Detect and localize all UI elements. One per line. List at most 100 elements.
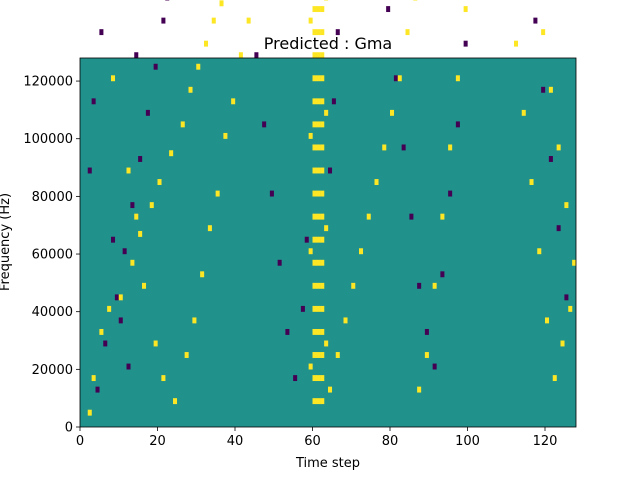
heatmap-cell-high [316, 52, 321, 59]
heatmap-cell-low [153, 63, 158, 70]
heatmap-cell-low [161, 17, 166, 24]
heatmap-cell-high [320, 121, 325, 128]
heatmap-cell-high [374, 179, 379, 185]
x-axis-label: Time step [295, 456, 360, 471]
heatmap-cell-high [312, 98, 317, 105]
heatmap-cell-high [215, 190, 220, 197]
heatmap-cell-low [304, 236, 309, 243]
heatmap-cell-high [153, 340, 158, 347]
heatmap-cell-high [211, 17, 216, 24]
heatmap-cell-high [149, 202, 154, 209]
y-tick-label: 120000 [23, 75, 73, 90]
heatmap-cell-low [533, 17, 538, 24]
heatmap-cell-low [103, 340, 108, 347]
heatmap-cell-high [312, 6, 317, 13]
heatmap-cell-high [316, 167, 321, 174]
heatmap-cell-high [320, 144, 325, 151]
y-tick-label: 100000 [23, 132, 73, 147]
heatmap-cell-high [432, 282, 437, 289]
plot-frame [79, 57, 577, 428]
heatmap-cell-high [312, 328, 317, 335]
heatmap-background [80, 58, 576, 427]
heatmap-cell-high [320, 398, 325, 405]
heatmap-cell-high [556, 144, 561, 151]
heatmap-cell-high [219, 0, 224, 7]
x-tick-label: 60 [304, 434, 321, 449]
y-tick-label: 80000 [32, 190, 73, 205]
heatmap-cell-low [130, 202, 135, 209]
heatmap-cell-high [320, 190, 325, 197]
heatmap-cell-high [316, 282, 321, 289]
heatmap-cell-high [312, 144, 317, 151]
heatmap-cell-high [541, 29, 546, 36]
heatmap-cell-low [165, 0, 170, 1]
heatmap-cell-high [324, 225, 329, 232]
heatmap-cell-high [448, 144, 453, 151]
heatmap-cell-low [386, 6, 391, 13]
heatmap-cell-low [269, 190, 274, 197]
y-axis: 0 20000 40000 60000 80000 100000 120000 [23, 75, 80, 436]
heatmap-cell-low [254, 52, 259, 59]
heatmap-cell-low [548, 156, 553, 162]
heatmap-cell-high [413, 0, 418, 1]
heatmap-cell-high [320, 282, 325, 289]
heatmap-cell-low [277, 259, 282, 266]
y-tick-label: 20000 [32, 363, 73, 378]
heatmap-cell-high [560, 340, 565, 347]
heatmap-cell-high [316, 29, 321, 36]
heatmap-cell-high [320, 375, 325, 382]
heatmap-cell-high [316, 144, 321, 151]
heatmap-cell-high [324, 0, 329, 1]
heatmap-cell-high [324, 340, 329, 347]
heatmap-cell-low [293, 375, 298, 382]
heatmap-cell-high [312, 236, 317, 243]
heatmap-cell-high [308, 132, 313, 139]
heatmap-cell-low [393, 75, 398, 82]
heatmap-cell-high [316, 375, 321, 382]
heatmap-cell-high [537, 248, 542, 255]
heatmap-cell-high [390, 109, 395, 116]
heatmap-cell-high [316, 6, 321, 13]
heatmap-cell-high [134, 213, 139, 220]
heatmap-cell-high [192, 317, 197, 324]
heatmap-cell-high [320, 213, 325, 220]
heatmap-cell-high [324, 109, 329, 116]
heatmap-cell-high [231, 98, 236, 105]
heatmap-cell-high [308, 248, 313, 255]
heatmap-cell-low [328, 167, 333, 174]
heatmap-cell-high [548, 86, 553, 93]
heatmap-cell-low [126, 363, 131, 370]
heatmap-cell-high [351, 282, 356, 289]
heatmap-cell-high [200, 271, 205, 278]
heatmap-cell-high [188, 86, 193, 93]
heatmap-cell-high [552, 375, 557, 382]
heatmap-cell-low [440, 271, 445, 278]
heatmap-cell-high [316, 352, 321, 358]
heatmap-cell-low [432, 363, 437, 370]
heatmap-cell-high [223, 132, 228, 139]
heatmap-cell-low [285, 328, 290, 335]
heatmap-cell-high [397, 75, 402, 82]
heatmap-cell-low [114, 294, 119, 301]
heatmap-cell-high [312, 352, 317, 358]
heatmap-cell-high [320, 98, 325, 105]
heatmap-cell-high [312, 75, 317, 82]
heatmap-cell-high [529, 179, 534, 185]
heatmap-cell-high [316, 190, 321, 197]
heatmap-cell-high [320, 6, 325, 13]
heatmap-cell-high [169, 150, 174, 157]
heatmap-cell-high [312, 121, 317, 128]
heatmap-cell-high [173, 398, 178, 405]
heatmap-cell-high [514, 40, 519, 47]
heatmap-cell-high [87, 409, 92, 416]
heatmap-cell-high [196, 63, 201, 70]
x-tick-label: 120 [533, 434, 558, 449]
heatmap-cell-high [359, 248, 364, 255]
heatmap-cell-low [95, 386, 100, 393]
heatmap-cell-low [138, 156, 143, 162]
heatmap-cell-low [556, 225, 561, 232]
heatmap-cell-high [424, 352, 429, 358]
heatmap-cell-high [312, 375, 317, 382]
heatmap-cell-high [320, 259, 325, 266]
